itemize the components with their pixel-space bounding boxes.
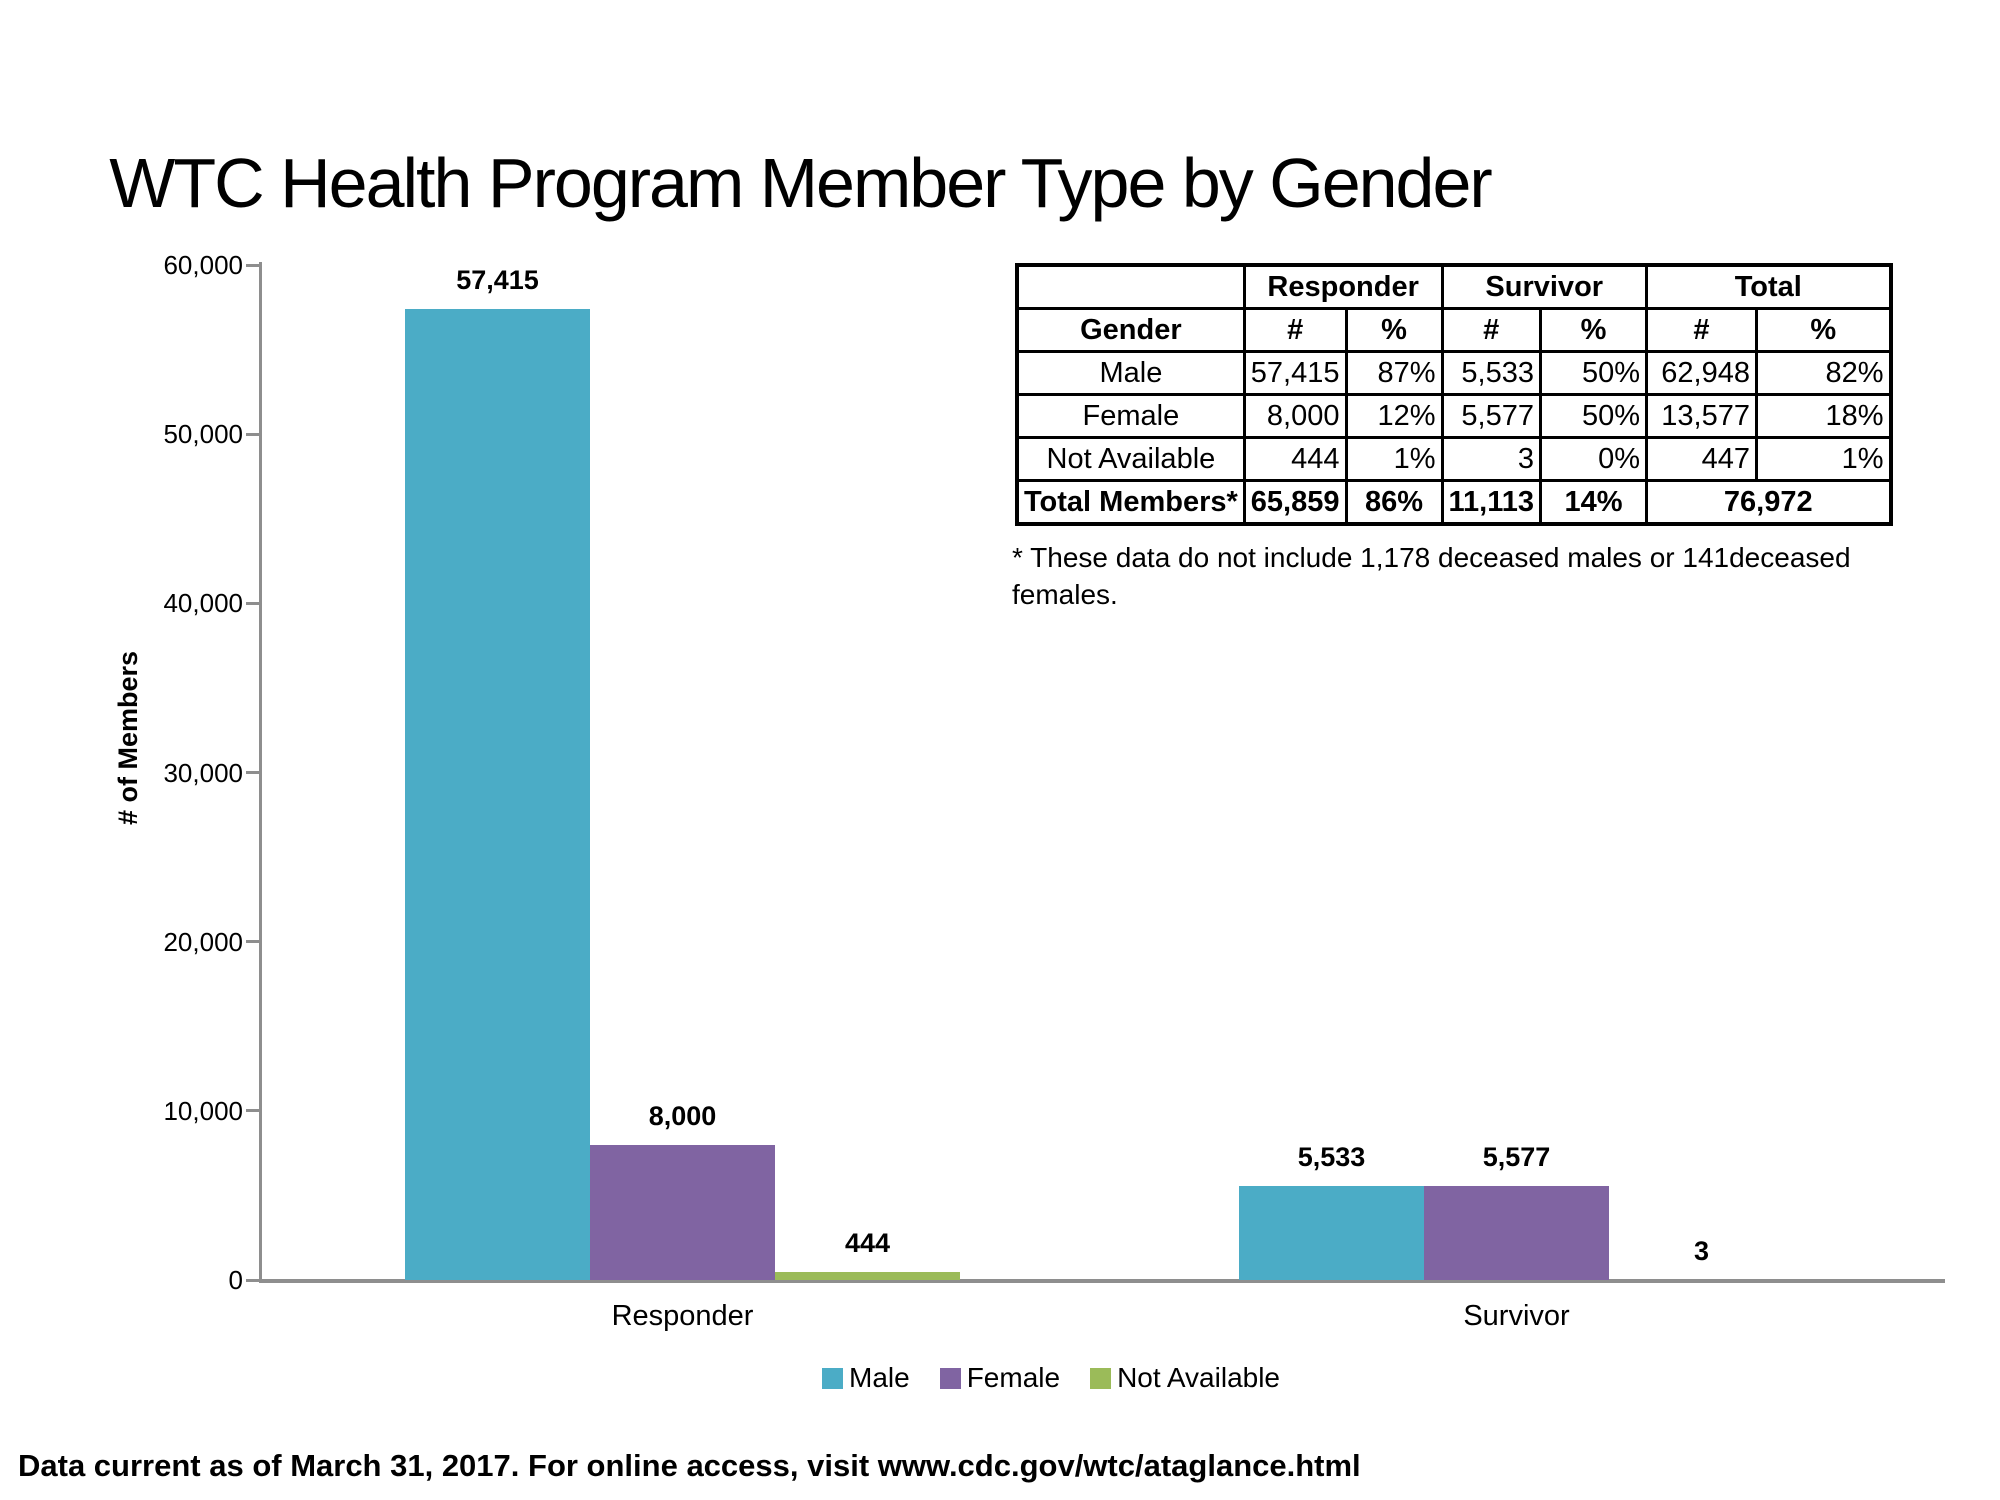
table-row-label-not-available: Not Available: [1015, 436, 1246, 482]
table-total-cell: 14%: [1539, 479, 1648, 526]
table-subheader: %: [1344, 307, 1444, 353]
table-value-cell: 12%: [1344, 393, 1444, 439]
y-tick-label: 50,000: [163, 419, 243, 450]
table-footnote: * These data do not include 1,178 deceas…: [1012, 542, 1851, 610]
table-corner-cell: [1015, 263, 1246, 310]
table-value-cell: 50%: [1539, 393, 1648, 439]
bar-value-label: 3: [1693, 1235, 1710, 1266]
y-tick-label: 60,000: [163, 250, 243, 280]
legend-swatch-male: [822, 1367, 843, 1389]
table-value-cell: 50%: [1539, 350, 1648, 396]
bar-value-label: 8,000: [648, 1100, 717, 1131]
bar-female-survivor: [1424, 1185, 1609, 1280]
table-gender-header: Gender: [1015, 307, 1246, 353]
table-value-cell: 18%: [1755, 393, 1892, 439]
table-value-cell: 87%: [1344, 350, 1444, 396]
y-tick-mark: [246, 263, 260, 267]
table-value-cell: 5,533: [1440, 350, 1542, 396]
legend-item-male: Male: [822, 1362, 910, 1394]
table-row-label-male: Male: [1015, 350, 1246, 396]
legend: Male Female Not Available: [822, 1362, 1280, 1394]
table-value-cell: 5,577: [1440, 393, 1542, 439]
table-row-label-female: Female: [1015, 393, 1246, 439]
bar-male-responder: [405, 308, 590, 1280]
table-group-header-survivor: Survivor: [1440, 263, 1648, 310]
table-group-header-total: Total: [1645, 263, 1892, 310]
table-value-cell: 447: [1645, 436, 1758, 482]
legend-label: Male: [849, 1362, 910, 1393]
table-value-cell: 3: [1440, 436, 1542, 482]
y-tick-label: 40,000: [163, 588, 243, 619]
legend-swatch-female: [939, 1367, 961, 1389]
y-axis-line: [259, 262, 262, 1283]
chart-title: WTC Health Program Member Type by Gender: [109, 144, 1492, 222]
bar-value-label: 5,533: [1297, 1142, 1366, 1173]
table-value-cell: 0%: [1539, 436, 1648, 482]
legend-label: Female: [966, 1362, 1061, 1393]
y-tick-mark: [246, 1278, 260, 1282]
legend-label: Not Available: [1117, 1362, 1281, 1393]
bar-value-label: 57,415: [456, 264, 539, 295]
y-tick-mark: [246, 601, 260, 605]
table-subheader: #: [1645, 307, 1758, 353]
legend-item-not-available: Not Available: [1090, 1362, 1280, 1394]
y-tick-label: 10,000: [163, 1095, 243, 1126]
y-tick-mark: [246, 1109, 260, 1113]
bar-not-available-responder: [775, 1272, 960, 1280]
y-tick-label: 30,000: [163, 757, 243, 788]
y-tick-label: 0: [228, 1265, 243, 1295]
legend-item-female: Female: [939, 1362, 1061, 1394]
y-tick-label: 20,000: [163, 926, 243, 957]
table-value-cell: 444: [1242, 436, 1348, 482]
table-subheader: #: [1242, 307, 1348, 353]
table-total-label: Total Members*: [1015, 479, 1246, 526]
legend-swatch-not-available: [1090, 1367, 1112, 1389]
table-value-cell: 13,577: [1645, 393, 1758, 439]
category-label-responder: Responder: [611, 1300, 754, 1332]
table-value-cell: 62,948: [1645, 350, 1758, 396]
table-value-cell: 8,000: [1242, 393, 1348, 439]
bar-female-responder: [590, 1144, 775, 1280]
x-axis-line: [259, 1279, 1945, 1283]
y-axis-title: # of Members: [113, 650, 143, 826]
table-total-cell: 11,113: [1440, 479, 1542, 526]
bar-value-label: 5,577: [1482, 1141, 1551, 1172]
y-tick-mark: [246, 940, 260, 944]
data-current-footer: Data current as of March 31, 2017. For o…: [18, 1448, 1361, 1483]
table-total-cell: 65,859: [1242, 479, 1348, 526]
table-subheader: #: [1440, 307, 1542, 353]
table-value-cell: 82%: [1755, 350, 1892, 396]
member-table: Responder Survivor Total Gender #% #% #% Male 57…: [1015, 263, 1893, 526]
table-total-cell: 86%: [1344, 479, 1444, 526]
bar-value-label: 444: [844, 1228, 891, 1259]
table-value-cell: 57,415: [1242, 350, 1348, 396]
bar-male-survivor: [1239, 1186, 1424, 1280]
table-grand-total-cell: 76,972: [1645, 479, 1892, 526]
table-value-cell: 1%: [1344, 436, 1444, 482]
y-tick-mark: [246, 432, 260, 436]
table-group-header-responder: Responder: [1242, 263, 1444, 310]
table-subheader: %: [1755, 307, 1892, 353]
member-table-body: Responder Survivor Total Gender #% #% #% Male 57…: [1015, 263, 1892, 526]
category-label-survivor: Survivor: [1463, 1300, 1570, 1332]
table-subheader: %: [1539, 307, 1648, 353]
table-value-cell: 1%: [1755, 436, 1892, 482]
y-tick-mark: [246, 771, 260, 774]
